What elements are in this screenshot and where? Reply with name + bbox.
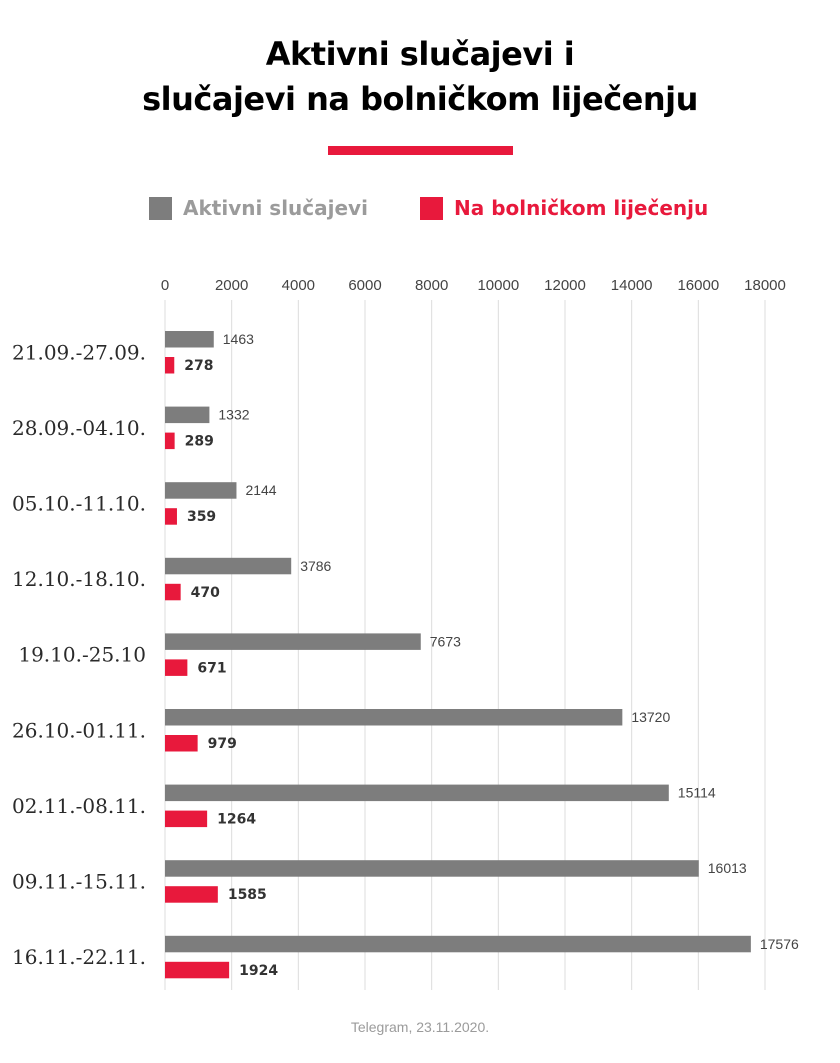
category-label: 21.09.-27.09. [12, 340, 146, 364]
x-tick-label: 12000 [544, 277, 586, 294]
value-label-active: 13720 [631, 709, 670, 725]
x-tick-label: 6000 [348, 277, 381, 294]
bar-active [165, 406, 210, 424]
x-tick-label: 16000 [677, 277, 719, 294]
chart-title: Aktivni slučajevi i slučajevi na bolničk… [0, 32, 840, 122]
value-label-hospital: 979 [208, 736, 237, 752]
x-tick-label: 4000 [282, 277, 315, 294]
category-label: 28.09.-04.10. [12, 416, 146, 440]
value-label-hospital: 1585 [228, 887, 267, 903]
legend-swatch-hospital [420, 196, 443, 220]
bar-hospital [165, 886, 218, 903]
x-tick-label: 10000 [477, 277, 519, 294]
category-label: 26.10.-01.11. [12, 718, 146, 742]
value-label-hospital: 470 [191, 585, 220, 601]
value-label-active: 1332 [218, 407, 249, 423]
category-label: 02.11.-08.11. [12, 794, 146, 818]
x-tick-label: 14000 [611, 277, 653, 294]
chart-title-line-1: Aktivni slučajevi i [265, 35, 575, 73]
bar-active [165, 482, 237, 499]
legend-label-hospital: Na bolničkom liječenju [454, 196, 709, 220]
value-label-active: 17576 [760, 936, 799, 952]
bar-active [165, 935, 751, 953]
bar-hospital [165, 357, 175, 374]
bar-active [165, 709, 623, 726]
value-label-active: 7673 [430, 633, 461, 649]
bar-active [165, 331, 214, 348]
x-tick-label: 2000 [215, 277, 248, 294]
bar-hospital [165, 810, 208, 828]
x-tick-label: 8000 [415, 277, 448, 294]
value-label-active: 1463 [223, 331, 254, 347]
bar-hospital [165, 583, 181, 601]
value-label-hospital: 671 [197, 660, 226, 676]
bar-hospital [165, 659, 188, 676]
value-label-hospital: 278 [184, 358, 213, 374]
category-label: 09.11.-15.11. [12, 869, 146, 893]
legend-item-active: Aktivni slučajevi [149, 196, 368, 220]
legend-swatch-active [149, 196, 172, 220]
category-label: 16.11.-22.11. [12, 945, 146, 969]
legend-item-hospital: Na bolničkom liječenju [420, 196, 708, 220]
value-label-active: 3786 [300, 558, 331, 574]
x-tick-label: 18000 [744, 277, 786, 294]
value-label-hospital: 1924 [239, 963, 278, 979]
bar-hospital [165, 735, 198, 752]
bar-hospital [165, 508, 177, 525]
value-label-hospital: 1264 [217, 812, 256, 828]
value-label-hospital: 289 [185, 434, 214, 450]
category-label: 12.10.-18.10. [12, 567, 146, 591]
category-label: 05.10.-11.10. [12, 491, 146, 515]
title-accent-bar [328, 146, 513, 155]
x-tick-label: 0 [161, 277, 169, 294]
value-label-hospital: 359 [187, 509, 216, 525]
bar-hospital [165, 432, 175, 450]
bar-hospital [165, 961, 230, 979]
category-label: 19.10.-25.10 [18, 643, 146, 667]
value-label-active: 2144 [245, 482, 276, 498]
legend-label-active: Aktivni slučajevi [183, 196, 368, 220]
value-label-active: 15114 [678, 785, 716, 801]
bar-active [165, 860, 699, 877]
chart-title-line-2: slučajevi na bolničkom liječenju [142, 80, 698, 118]
source-credit: Telegram, 23.11.2020. [350, 1019, 490, 1035]
bar-active [165, 784, 669, 802]
value-label-active: 16013 [708, 860, 747, 876]
bar-active [165, 557, 292, 575]
bar-active [165, 633, 421, 650]
